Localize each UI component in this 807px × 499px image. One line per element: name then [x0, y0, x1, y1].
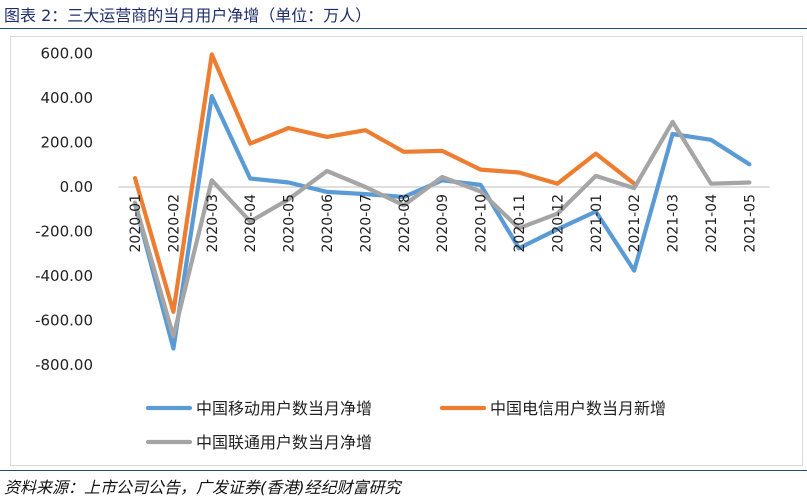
y-tick-label: 400.00: [41, 89, 94, 107]
x-tick-label: 2021-02: [627, 194, 643, 253]
x-tick-label: 2020-09: [435, 194, 451, 253]
x-tick-label: 2020-07: [358, 194, 374, 253]
caption-divider: [0, 28, 807, 29]
y-tick-label: -800.00: [35, 356, 93, 374]
x-tick-label: 2020-08: [397, 194, 413, 253]
x-tick-label: 2020-10: [474, 194, 490, 253]
x-tick-label: 2021-05: [742, 194, 758, 253]
legend-label-1: 中国移动用户数当月净增: [196, 399, 372, 418]
y-tick-label: 200.00: [41, 133, 94, 151]
chart-caption: 图表 2：三大运营商的当月用户净增（单位：万人）: [4, 6, 372, 25]
source-note: 资料来源：上市公司公告，广发证券(香港)经纪财富研究: [4, 478, 401, 497]
x-tick-label: 2020-02: [166, 194, 182, 253]
y-tick-label: -600.00: [35, 312, 93, 330]
y-tick-label: -200.00: [35, 223, 93, 241]
chart-frame: [10, 36, 803, 466]
y-tick-label: 600.00: [41, 44, 94, 62]
x-tick-label: 2020-11: [512, 194, 528, 253]
source-divider: [0, 470, 807, 471]
x-tick-label: 2021-04: [704, 194, 720, 253]
x-tick-label: 2021-03: [666, 194, 682, 253]
series-line-1: [132, 94, 752, 351]
y-tick-label: -400.00: [35, 267, 93, 285]
x-tick-label: 2020-03: [205, 194, 221, 253]
series-line-3: [132, 119, 752, 339]
legend-label-3: 中国联通用户数当月净增: [196, 433, 372, 452]
x-tick-label: 2021-01: [589, 194, 605, 253]
x-tick-label: 2020-12: [550, 194, 566, 253]
x-tick-label: 2020-04: [243, 194, 259, 253]
y-tick-label: 0.00: [60, 178, 93, 196]
x-tick-label: 2020-01: [128, 194, 144, 253]
x-tick-label: 2020-06: [320, 194, 336, 253]
legend-label-2: 中国电信用户数当月新增: [490, 399, 666, 418]
x-tick-label: 2020-05: [282, 194, 298, 253]
series-line-2: [132, 52, 637, 314]
